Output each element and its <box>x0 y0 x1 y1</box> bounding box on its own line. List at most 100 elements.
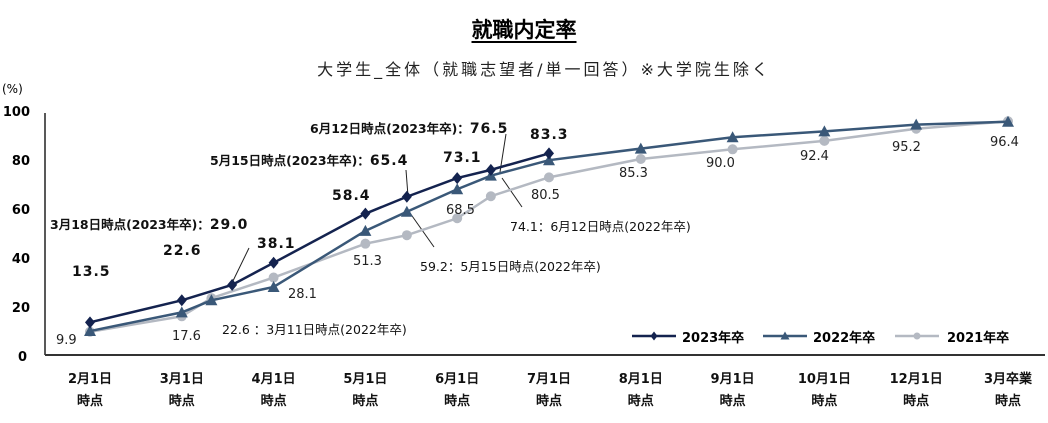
data-point <box>359 224 372 236</box>
x-tick-label-line: 時点 <box>627 394 654 409</box>
data-point <box>85 316 95 329</box>
x-tick-label: 12月1日時点 <box>876 369 956 413</box>
data-label: 28.1 <box>288 287 317 302</box>
data-label: 95.2 <box>892 140 921 155</box>
leader-line <box>499 133 507 173</box>
x-tick-label: 7月1日時点 <box>509 369 589 413</box>
x-tick-label-line: 時点 <box>444 394 471 409</box>
data-label: 92.4 <box>800 149 829 164</box>
leader-line <box>230 247 250 286</box>
x-tick-label-line: 9月1日 <box>710 372 755 387</box>
data-label: 96.4 <box>990 135 1019 150</box>
legend-label-2023: 2023年卒 <box>682 331 745 346</box>
data-label: 9.9 <box>56 333 77 348</box>
x-tick-label: 3月1日時点 <box>142 369 222 413</box>
series-line <box>89 120 1009 333</box>
data-label: 80.5 <box>531 188 560 203</box>
data-point <box>84 325 96 337</box>
data-label: 83.3 <box>530 127 569 143</box>
x-tick-label-line: 5月1日 <box>343 372 388 387</box>
y-axis-unit: (%) <box>2 82 23 96</box>
data-point <box>452 213 463 224</box>
data-point <box>401 230 412 241</box>
annotation-2022-jun12: 74.1：6月12日時点(2022年卒) <box>510 219 691 234</box>
data-point <box>544 147 554 160</box>
y-tick-label: 80 <box>11 154 30 169</box>
data-label: 22.6 <box>163 243 202 259</box>
data-point <box>634 142 647 154</box>
x-tick-label-line: 4月1日 <box>251 372 296 387</box>
data-point <box>268 256 279 269</box>
chart-title: 就職内定率 <box>471 18 577 42</box>
x-tick-label: 5月1日時点 <box>325 369 405 413</box>
data-point <box>635 153 646 164</box>
data-point <box>227 278 238 291</box>
data-point <box>401 190 412 203</box>
x-tick-label-line: 時点 <box>168 394 195 409</box>
data-point <box>360 207 371 220</box>
y-tick-label: 0 <box>17 350 27 365</box>
x-tick-label-line: 時点 <box>719 394 746 409</box>
data-point <box>819 135 830 146</box>
legend-label-2021: 2021年卒 <box>947 331 1010 346</box>
annotation-2022-mar11: 22.6 ：3月11日時点(2022年卒) <box>222 322 407 337</box>
data-point <box>267 280 280 292</box>
chart-subtitle: 大学生_全体（就職志望者/単一回答）※大学院生除く <box>317 60 771 79</box>
legend-label-2022: 2022年卒 <box>813 331 876 346</box>
x-tick-label-line: 3月1日 <box>159 372 204 387</box>
leader-line <box>405 169 409 197</box>
data-label: 73.1 <box>443 150 482 166</box>
data-point <box>910 118 923 130</box>
annotation-2023-mar18: 3月18日時点(2023年卒)：29.0 <box>50 217 249 233</box>
x-tick-label-line: 7月1日 <box>526 372 572 387</box>
x-tick-label: 9月1日時点 <box>693 369 773 413</box>
series-2023年卒 <box>85 147 554 329</box>
x-tick-label-line: 8月1日 <box>618 372 663 387</box>
x-tick-label-line: 時点 <box>352 394 379 409</box>
series-2021年卒 <box>85 116 1013 337</box>
annotation-2022-may15: 59.2：5月15日時点(2022年卒) <box>420 259 601 274</box>
data-point <box>1002 115 1014 127</box>
annotation-2023-jun12: 6月12日時点(2023年卒)：76.5 <box>310 121 509 137</box>
x-tick-label-line: 10月1日 <box>797 372 851 387</box>
data-label: 38.1 <box>257 236 296 252</box>
x-tick-label-line: 12月1日 <box>889 372 943 387</box>
x-tick-label-line: 2月1日 <box>67 372 113 387</box>
y-tick-label: 20 <box>11 301 30 316</box>
x-tick-label: 6月1日時点 <box>417 369 497 413</box>
data-label: 85.3 <box>619 166 648 181</box>
data-label: 51.3 <box>353 254 382 269</box>
annotation-2023-may15: 5月15日時点(2023年卒)：65.4 <box>210 153 409 169</box>
data-label: 90.0 <box>706 156 735 171</box>
x-tick-label-line: 時点 <box>535 394 562 409</box>
y-tick-label: 60 <box>11 203 30 218</box>
leader-line <box>501 177 523 208</box>
data-point <box>544 172 554 183</box>
x-tick-label: 3月卒業時点 <box>968 369 1048 413</box>
legend-marker <box>913 332 921 340</box>
y-tick-label: 100 <box>2 105 30 120</box>
x-tick-label-line: 6月1日 <box>435 372 480 387</box>
data-point <box>268 272 279 283</box>
x-tick-label-line: 時点 <box>994 394 1021 409</box>
data-point <box>360 238 371 249</box>
legend-marker <box>650 331 658 341</box>
x-tick-label: 10月1日時点 <box>784 369 864 413</box>
data-point <box>485 191 496 202</box>
x-tick-label-line: 時点 <box>903 394 930 409</box>
x-tick-label-line: 時点 <box>811 394 838 409</box>
x-tick-label: 4月1日時点 <box>234 369 314 413</box>
data-point <box>485 163 496 176</box>
data-point <box>175 306 188 318</box>
data-label: 68.5 <box>446 203 475 218</box>
x-tick-label-line: 3月卒業 <box>983 372 1033 387</box>
data-point <box>176 294 187 307</box>
data-point <box>727 144 738 155</box>
data-label: 58.4 <box>332 188 371 204</box>
y-tick-label: 40 <box>11 252 30 267</box>
x-tick-label-line: 時点 <box>260 394 287 409</box>
data-point <box>726 131 739 143</box>
legend-marker <box>780 331 790 340</box>
